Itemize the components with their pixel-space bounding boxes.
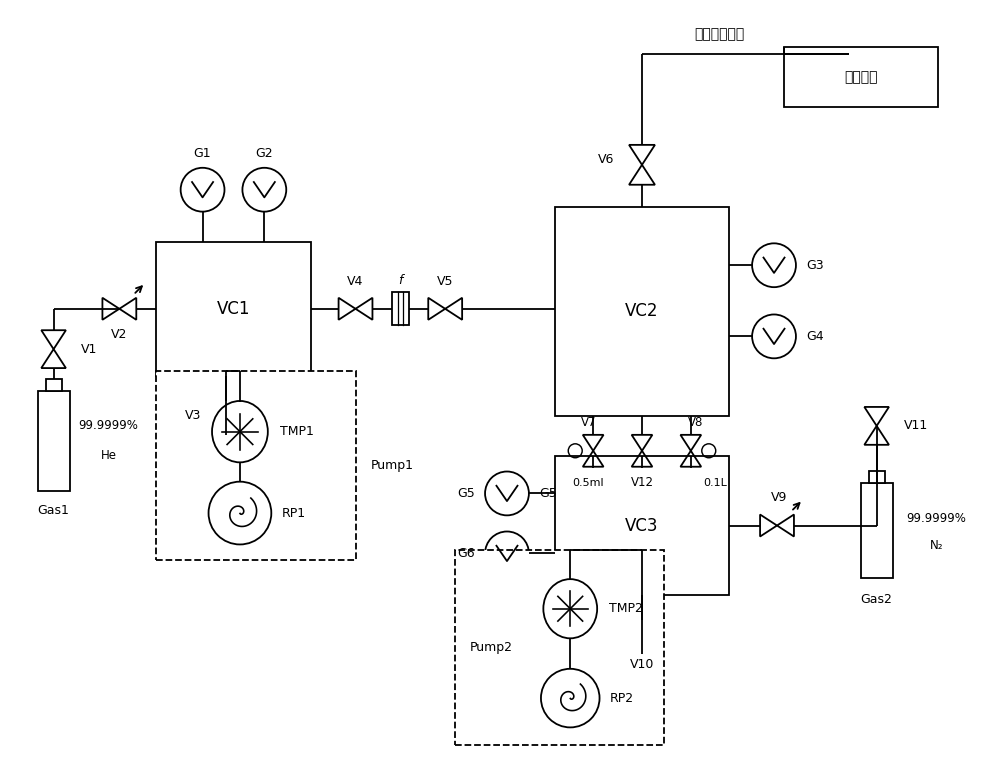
- Text: G2: G2: [256, 147, 273, 160]
- Text: TMP2: TMP2: [609, 602, 643, 615]
- Text: G1: G1: [194, 147, 211, 160]
- Text: G6: G6: [457, 547, 475, 560]
- Bar: [869, 471, 885, 483]
- Bar: [555, 456, 729, 595]
- Text: Gas2: Gas2: [861, 594, 893, 606]
- Text: He: He: [100, 449, 116, 462]
- Bar: [156, 371, 356, 561]
- Text: 99.9999%: 99.9999%: [78, 419, 138, 433]
- Text: TMP1: TMP1: [280, 425, 314, 438]
- Bar: [392, 292, 409, 325]
- Text: V11: V11: [904, 419, 928, 433]
- Text: V12: V12: [630, 476, 653, 489]
- Bar: [455, 551, 664, 745]
- Text: 标准混合气体: 标准混合气体: [694, 27, 744, 41]
- Text: 99.9999%: 99.9999%: [907, 512, 966, 525]
- Bar: [38, 391, 70, 490]
- Bar: [156, 241, 311, 376]
- Text: V3: V3: [184, 409, 201, 423]
- Text: V6: V6: [598, 153, 614, 166]
- Text: N₂: N₂: [930, 539, 943, 552]
- Text: RP1: RP1: [282, 507, 306, 519]
- Text: 0.5ml: 0.5ml: [572, 478, 604, 487]
- Text: Pump1: Pump1: [370, 459, 413, 473]
- Text: RP2: RP2: [610, 692, 634, 704]
- Text: VC2: VC2: [625, 302, 659, 320]
- Text: V4: V4: [347, 276, 364, 288]
- Text: V1: V1: [80, 343, 97, 355]
- Bar: [46, 379, 62, 391]
- Text: 0.1L: 0.1L: [703, 478, 727, 487]
- Text: VC1: VC1: [217, 300, 250, 318]
- Bar: [555, 207, 729, 416]
- Text: f: f: [398, 274, 403, 287]
- Text: V7: V7: [580, 416, 596, 430]
- Text: V8: V8: [688, 416, 703, 430]
- Text: V5: V5: [437, 276, 453, 288]
- Text: V9: V9: [771, 491, 787, 504]
- Text: Gas1: Gas1: [38, 504, 70, 517]
- Text: G3: G3: [806, 259, 824, 272]
- Text: V10: V10: [630, 658, 654, 671]
- Text: G5: G5: [457, 487, 475, 500]
- Text: V2: V2: [111, 328, 128, 341]
- Text: VC3: VC3: [625, 516, 659, 534]
- Text: G5: G5: [539, 487, 557, 500]
- Text: 真空环境: 真空环境: [844, 70, 878, 84]
- Bar: [861, 483, 893, 578]
- Text: Pump2: Pump2: [470, 641, 513, 654]
- Text: G4: G4: [806, 330, 824, 343]
- Bar: [784, 47, 938, 107]
